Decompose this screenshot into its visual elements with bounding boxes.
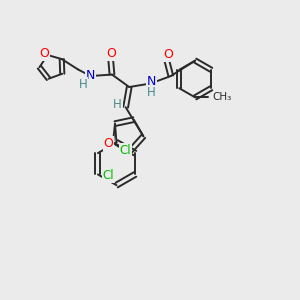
Text: H: H bbox=[113, 98, 122, 111]
Text: O: O bbox=[39, 47, 49, 60]
Text: N: N bbox=[86, 69, 95, 82]
Text: H: H bbox=[79, 78, 88, 91]
Text: Cl: Cl bbox=[103, 169, 114, 182]
Text: H: H bbox=[147, 86, 156, 100]
Text: O: O bbox=[163, 48, 173, 61]
Text: O: O bbox=[103, 137, 113, 150]
Text: N: N bbox=[146, 76, 156, 88]
Text: CH₃: CH₃ bbox=[212, 92, 231, 102]
Text: Cl: Cl bbox=[120, 144, 131, 157]
Text: O: O bbox=[106, 47, 116, 60]
